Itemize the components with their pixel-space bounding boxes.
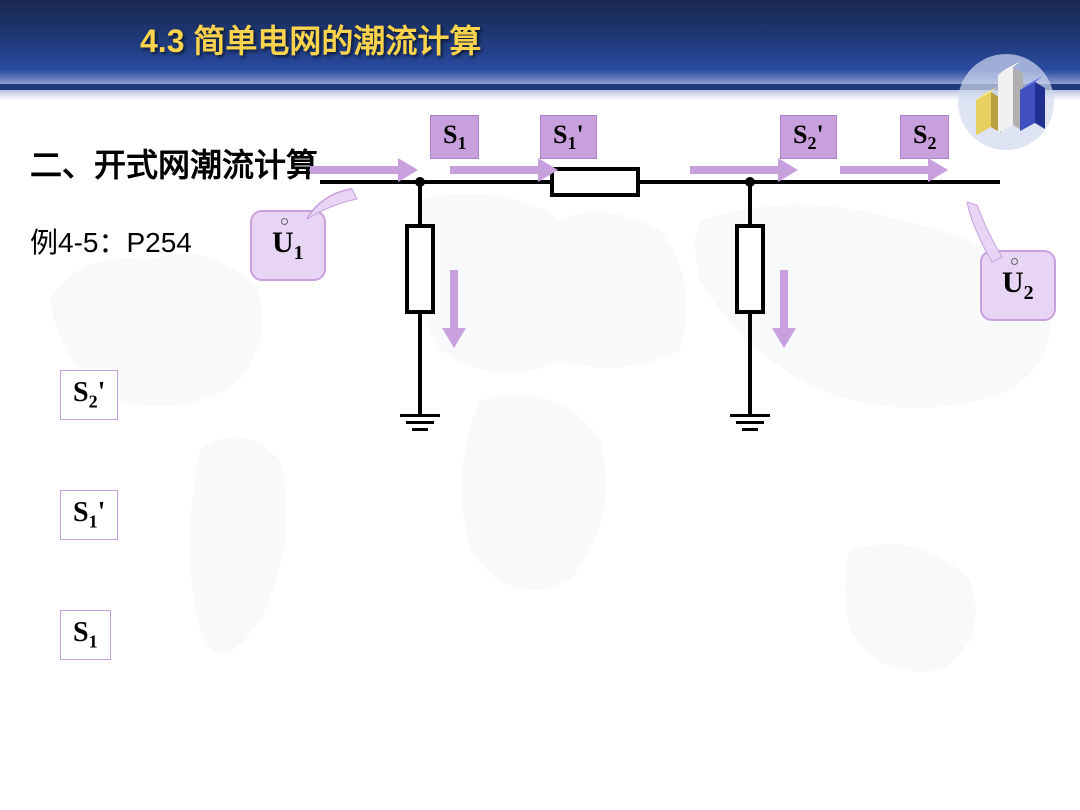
step-s2-prime: S2'	[60, 370, 118, 420]
step-s2p-prime: '	[98, 377, 106, 408]
s1p-prime: '	[576, 120, 583, 149]
flow-label-s2: S2	[900, 115, 949, 159]
u1-sym: U	[272, 226, 294, 259]
u1-callout-tail	[302, 184, 362, 224]
u1-dot	[281, 218, 288, 225]
flow-label-s1-prime: S1'	[540, 115, 597, 159]
s2p-prime: '	[816, 120, 823, 149]
arrow-4	[840, 166, 930, 174]
shunt2-wire-bot	[748, 314, 752, 414]
s1p-sym: S	[553, 120, 567, 149]
arrow-2	[450, 166, 540, 174]
flow-arrow-row	[300, 160, 1000, 190]
header-divider	[0, 84, 1080, 90]
u2-sub: 2	[1024, 282, 1034, 304]
step-s2p-sym: S	[73, 377, 89, 408]
shunt1-wire-top	[418, 184, 422, 224]
shunt2-current-arrow	[780, 270, 788, 330]
u2-sym: U	[1002, 266, 1024, 299]
step-s1p-prime: '	[98, 497, 106, 528]
voltage-u2-callout: U2	[980, 250, 1056, 321]
circuit-diagram	[320, 180, 1020, 460]
corner-chart-icon	[956, 50, 1056, 150]
shunt1-current-arrow	[450, 270, 458, 330]
s2-sym: S	[913, 120, 927, 149]
step-s1-sym: S	[73, 617, 89, 648]
shunt1-wire-bot	[418, 314, 422, 414]
s2-sub: 2	[927, 133, 936, 153]
step-s1p-sub: 1	[89, 512, 98, 532]
flow-label-s2-prime: S2'	[780, 115, 837, 159]
shunt2-wire-top	[748, 184, 752, 224]
shunt2-resistor	[735, 224, 765, 314]
slide-header: 4.3 简单电网的潮流计算	[0, 0, 1080, 100]
step-s1p-sym: S	[73, 497, 89, 528]
shunt2-ground	[730, 414, 770, 436]
u2-callout-tail	[962, 197, 1012, 267]
u2-dot	[1011, 258, 1018, 265]
u1-sub: 1	[294, 242, 304, 264]
step-s2p-sub: 2	[89, 392, 98, 412]
s1-sub: 1	[457, 133, 466, 153]
step-s1-sub: 1	[89, 632, 98, 652]
arrow-3	[690, 166, 780, 174]
step-s1: S1	[60, 610, 111, 660]
s1-sym: S	[443, 120, 457, 149]
flow-label-s1: S1	[430, 115, 479, 159]
slide-title: 4.3 简单电网的潮流计算	[140, 16, 481, 62]
step-s1-prime: S1'	[60, 490, 118, 540]
s2p-sym: S	[793, 120, 807, 149]
voltage-u1-callout: U1	[250, 210, 326, 281]
shunt1-ground	[400, 414, 440, 436]
shunt1-resistor	[405, 224, 435, 314]
arrow-1	[310, 166, 400, 174]
